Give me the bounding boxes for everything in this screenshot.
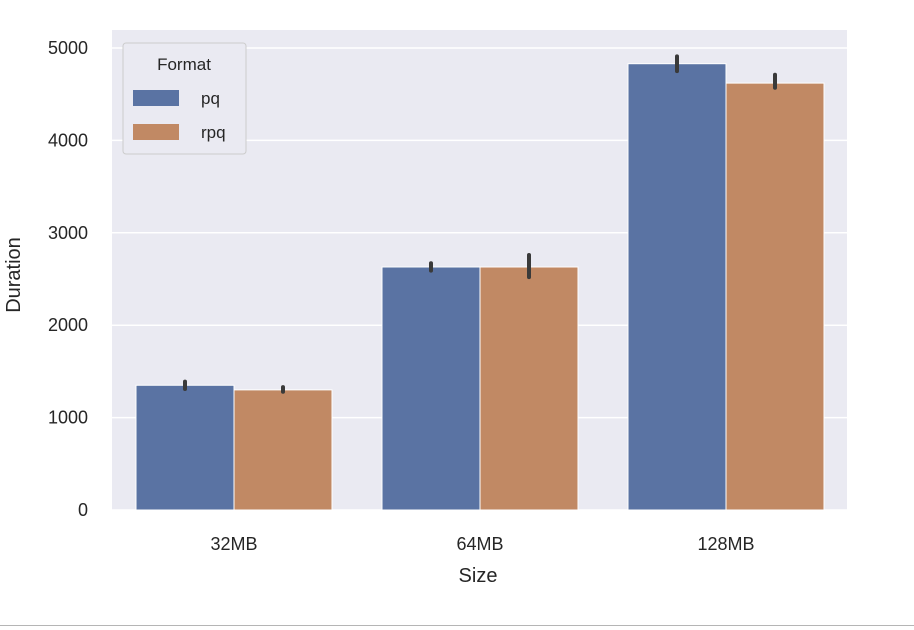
x-tick-labels: 32MB 64MB 128MB (210, 534, 754, 554)
x-tick-label-64MB: 64MB (456, 534, 503, 554)
y-tick-label-2000: 2000 (48, 315, 88, 335)
legend-swatch-pq (133, 90, 179, 106)
bar-rpq-128MB (725, 82, 825, 511)
y-tick-label-1000: 1000 (48, 408, 88, 428)
x-axis-title: Size (459, 565, 498, 587)
y-tick-label-5000: 5000 (48, 38, 88, 58)
error-bars (183, 54, 777, 394)
bar-rpq-32MB (233, 389, 333, 511)
legend-swatch-rpq (133, 124, 179, 140)
y-tick-labels: 0 1000 2000 3000 4000 5000 (48, 38, 88, 520)
y-tick-label-4000: 4000 (48, 130, 88, 150)
bottom-divider (0, 625, 914, 626)
bar-pq-128MB (627, 63, 727, 511)
bar-rpq-64MB (479, 266, 579, 511)
legend: Format pq rpq (122, 42, 247, 155)
legend-label-pq: pq (201, 89, 220, 108)
y-axis-title: Duration (3, 237, 25, 313)
y-tick-label-3000: 3000 (48, 223, 88, 243)
legend-title: Format (157, 55, 211, 74)
legend-label-rpq: rpq (201, 123, 226, 142)
bar-pq-64MB (381, 266, 481, 511)
bars (135, 63, 825, 511)
x-tick-label-32MB: 32MB (210, 534, 257, 554)
y-tick-label-0: 0 (78, 500, 88, 520)
x-tick-label-128MB: 128MB (697, 534, 754, 554)
bar-pq-32MB (135, 384, 235, 511)
